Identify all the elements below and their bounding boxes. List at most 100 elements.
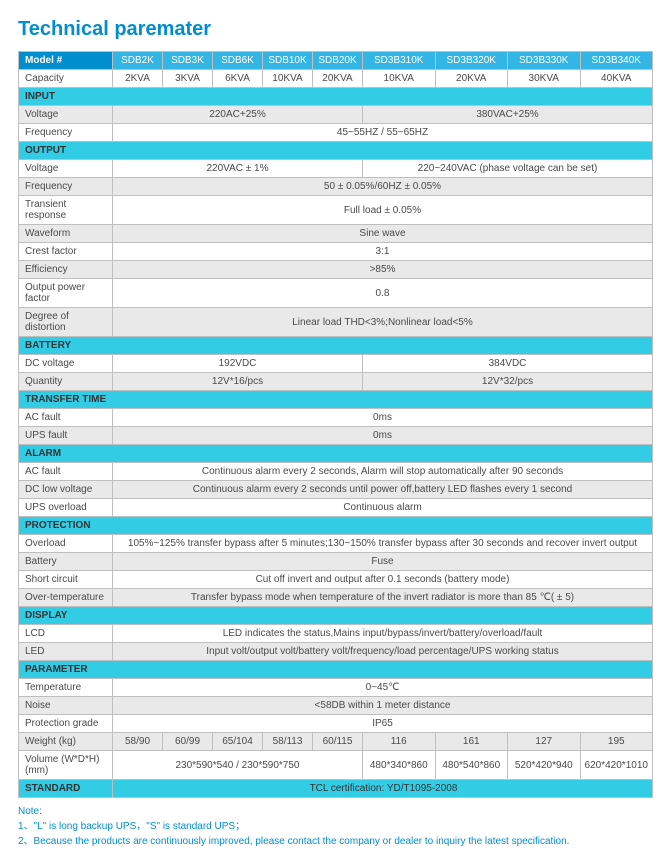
table-row: Efficiency >85%	[19, 261, 653, 279]
row-label: Transient response	[19, 196, 113, 225]
row-label: Frequency	[19, 178, 113, 196]
cell: Linear load THD<3%;Nonlinear load<5%	[113, 308, 653, 337]
table-row: Voltage 220AC+25% 380VAC+25%	[19, 106, 653, 124]
cell: 105%~125% transfer bypass after 5 minute…	[113, 535, 653, 553]
cell: 480*540*860	[435, 751, 508, 780]
cell: LED indicates the status,Mains input/byp…	[113, 625, 653, 643]
cell: <58DB within 1 meter distance	[113, 697, 653, 715]
row-label: Frequency	[19, 124, 113, 142]
section-protection: PROTECTION	[19, 517, 653, 535]
cell: 220AC+25%	[113, 106, 363, 124]
cell: 620*420*1010	[580, 751, 653, 780]
cell: 384VDC	[363, 355, 653, 373]
table-row: UPS overload Continuous alarm	[19, 499, 653, 517]
row-label: AC fault	[19, 463, 113, 481]
table-row: Frequency 45~55HZ / 55~65HZ	[19, 124, 653, 142]
row-label: Over-temperature	[19, 589, 113, 607]
row-label: Output power factor	[19, 279, 113, 308]
table-row: Capacity 2KVA 3KVA 6KVA 10KVA 20KVA 10KV…	[19, 70, 653, 88]
row-label: Volume (W*D*H) (mm)	[19, 751, 113, 780]
cell: 6KVA	[213, 70, 263, 88]
cell: 380VAC+25%	[363, 106, 653, 124]
row-label: Noise	[19, 697, 113, 715]
table-row: LCD LED indicates the status,Mains input…	[19, 625, 653, 643]
row-label: Waveform	[19, 225, 113, 243]
table-row: AC fault 0ms	[19, 409, 653, 427]
cell: 3:1	[113, 243, 653, 261]
section-parameter: PARAMETER	[19, 661, 653, 679]
section-alarm: ALARM	[19, 445, 653, 463]
cell: Cut off invert and output after 0.1 seco…	[113, 571, 653, 589]
cell: 161	[435, 733, 508, 751]
table-row: Frequency 50 ± 0.05%/60HZ ± 0.05%	[19, 178, 653, 196]
row-label: DC low voltage	[19, 481, 113, 499]
cell: 127	[508, 733, 581, 751]
table-row: Crest factor 3:1	[19, 243, 653, 261]
section-battery: BATTERY	[19, 337, 653, 355]
cell: Continuous alarm every 2 seconds until p…	[113, 481, 653, 499]
model-col: SDB10K	[263, 52, 313, 70]
cell: 45~55HZ / 55~65HZ	[113, 124, 653, 142]
cell: 30KVA	[508, 70, 581, 88]
cell: 0~45℃	[113, 679, 653, 697]
cell: 192VDC	[113, 355, 363, 373]
cell: Fuse	[113, 553, 653, 571]
row-label: Battery	[19, 553, 113, 571]
cell: 12V*32/pcs	[363, 373, 653, 391]
page-title: Technical paremater	[18, 18, 652, 41]
table-row: Overload 105%~125% transfer bypass after…	[19, 535, 653, 553]
cell: IP65	[113, 715, 653, 733]
table-row: Degree of distortion Linear load THD<3%;…	[19, 308, 653, 337]
cell: 50 ± 0.05%/60HZ ± 0.05%	[113, 178, 653, 196]
table-row: AC fault Continuous alarm every 2 second…	[19, 463, 653, 481]
cell: Input volt/output volt/battery volt/freq…	[113, 643, 653, 661]
row-label: Quantity	[19, 373, 113, 391]
row-label: Efficiency	[19, 261, 113, 279]
table-row: Weight (kg) 58/90 60/99 65/104 58/113 60…	[19, 733, 653, 751]
table-row: DC voltage 192VDC 384VDC	[19, 355, 653, 373]
row-label: UPS overload	[19, 499, 113, 517]
row-label: Temperature	[19, 679, 113, 697]
cell: Continuous alarm every 2 seconds, Alarm …	[113, 463, 653, 481]
header-row: Model # SDB2K SDB3K SDB6K SDB10K SDB20K …	[19, 52, 653, 70]
table-row: Transient response Full load ± 0.05%	[19, 196, 653, 225]
cell: Full load ± 0.05%	[113, 196, 653, 225]
table-row: Short circuit Cut off invert and output …	[19, 571, 653, 589]
row-label: Capacity	[19, 70, 113, 88]
cell: 60/99	[163, 733, 213, 751]
row-label: Overload	[19, 535, 113, 553]
row-label: LED	[19, 643, 113, 661]
section-input: INPUT	[19, 88, 653, 106]
row-label: Voltage	[19, 106, 113, 124]
row-label: LCD	[19, 625, 113, 643]
cell: 0ms	[113, 427, 653, 445]
table-row: Temperature 0~45℃	[19, 679, 653, 697]
cell: 0ms	[113, 409, 653, 427]
cell: Transfer bypass mode when temperature of…	[113, 589, 653, 607]
section-standard: STANDARD	[19, 780, 113, 798]
row-label: AC fault	[19, 409, 113, 427]
table-row: Over-temperature Transfer bypass mode wh…	[19, 589, 653, 607]
row-label: Voltage	[19, 160, 113, 178]
row-label: Short circuit	[19, 571, 113, 589]
model-col: SD3B310K	[363, 52, 436, 70]
spec-table: Model # SDB2K SDB3K SDB6K SDB10K SDB20K …	[18, 51, 653, 798]
table-row: Battery Fuse	[19, 553, 653, 571]
row-label: Protection grade	[19, 715, 113, 733]
model-col: SD3B340K	[580, 52, 653, 70]
cell: 0.8	[113, 279, 653, 308]
note-line: 1、"L" is long backup UPS，"S" is standard…	[18, 819, 652, 834]
model-col: SDB3K	[163, 52, 213, 70]
cell: 60/115	[313, 733, 363, 751]
model-col: SD3B330K	[508, 52, 581, 70]
cell: 12V*16/pcs	[113, 373, 363, 391]
table-row: DC low voltage Continuous alarm every 2 …	[19, 481, 653, 499]
row-label: Crest factor	[19, 243, 113, 261]
cell: 230*590*540 / 230*590*750	[113, 751, 363, 780]
row-label: Weight (kg)	[19, 733, 113, 751]
model-label: Model #	[19, 52, 113, 70]
cell: 40KVA	[580, 70, 653, 88]
cell: 116	[363, 733, 436, 751]
table-row: Voltage 220VAC ± 1% 220~240VAC (phase vo…	[19, 160, 653, 178]
standard-value: TCL certification: YD/T1095-2008	[113, 780, 653, 798]
